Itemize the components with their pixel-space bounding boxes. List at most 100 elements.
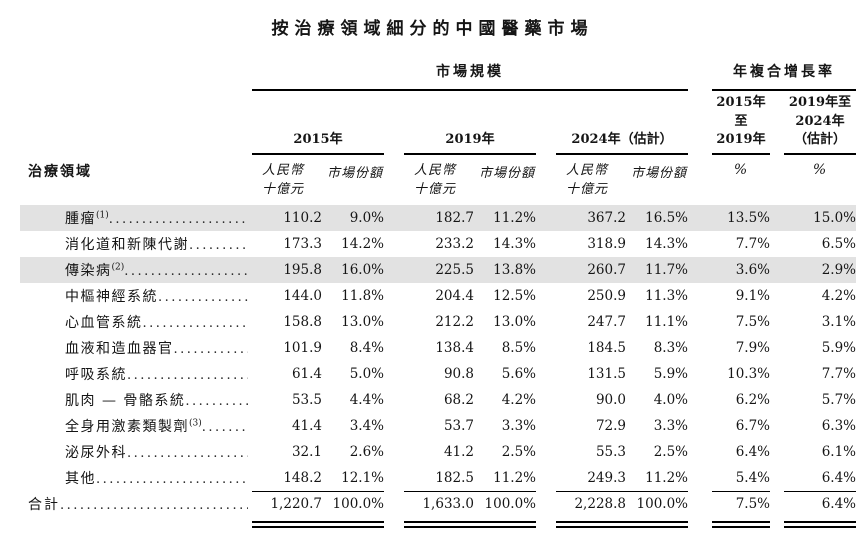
value-cell: 2.5% [653,444,688,460]
double-rule-cell [784,517,856,529]
spacer [384,335,404,361]
spacer [770,90,784,154]
unit-header-pct-cagr1: % [733,162,749,178]
double-rule [784,521,856,528]
value-cell: 7.5% [735,496,770,513]
spacer [770,283,784,309]
period-2015-header: 2015年 [252,90,384,155]
value-cell: 131.5 [587,366,626,382]
therapy-area-label: 傳染病(2) [65,262,125,279]
value-cell: 9.0% [349,210,384,226]
dot-leader [60,494,248,513]
value-cell: 6.5% [821,236,856,252]
spacer [384,413,404,439]
therapy-area-label: 呼吸系統 [65,367,127,383]
value-cell: 5.9% [821,340,856,356]
value-cell: 195.8 [283,262,322,278]
row-label: 心血管系統 [20,312,252,332]
rmb-unit-line1: 人民幣 [262,163,305,178]
dot-leader [127,364,248,383]
period-header-row: 2015年 2019年 2024年（估計） 2015年至 2019年 2019年… [20,90,856,155]
table-row: 心血管系統 158.8 13.0% 212.2 13.0% 247.7 11.1% 7.5% 3… [20,309,856,335]
value-cell: 182.5 [404,465,474,492]
cagr-period-2-header: 2019年至 2024年 （估計） [784,90,856,155]
value-cell: 61.4 [291,366,322,382]
therapy-area-label: 合計 [28,497,60,513]
spacer [536,387,556,413]
value-cell: 41.4 [291,418,322,434]
value-cell: 101.9 [283,340,322,356]
value-cell: 100.0% [636,496,688,513]
value-cell: 1,220.7 [270,496,322,513]
spacer [770,231,784,257]
value-cell: 6.4% [821,496,856,513]
value-cell: 318.9 [587,236,626,252]
value-cell: 100.0% [332,496,384,513]
unit-header-rmb-2024: 人民幣 十億元 [556,154,626,205]
spacer [384,517,404,529]
row-label-cell: 泌尿外科 [20,439,252,465]
cagr-period-1-line2: 2019年 [716,131,766,147]
value-cell: 5.6% [501,366,536,382]
value-cell: 6.2% [735,392,770,408]
value-cell: 148.2 [252,465,322,492]
value-cell: 184.5 [587,340,626,356]
row-label-cell: 全身用激素類製劑(3) [20,413,252,439]
spacer [536,517,556,529]
spacer [770,257,784,283]
double-rule-cell [404,517,474,529]
spacer [688,439,712,465]
empty-cell [20,517,252,529]
market-table: 市場規模 年複合增長率 2015年 2019年 2024年（估計） 2015年至… [20,49,856,529]
spacer [688,491,712,517]
value-cell: 7.7% [735,236,770,252]
therapy-area-label: 腫瘤(1) [65,210,109,227]
market-size-group-header: 市場規模 [252,49,688,91]
dot-leader [109,208,248,227]
therapy-area-column-header: 治療領域 [28,164,92,180]
value-cell: 68.2 [443,392,474,408]
therapy-area-label: 消化道和新陳代謝 [65,237,189,253]
row-label: 合計 [20,494,252,514]
spacer [688,309,712,335]
row-label-cell: 腫瘤(1) [20,205,252,231]
footnote-marker: (3) [189,418,202,429]
spacer [384,90,404,154]
value-cell: 32.1 [291,444,322,460]
value-cell: 4.2% [821,288,856,304]
dot-leader [143,312,249,331]
spacer [536,491,556,517]
value-cell: 14.2% [341,236,384,252]
value-cell: 3.3% [501,418,536,434]
value-cell: 5.7% [821,392,856,408]
spacer [384,154,404,205]
value-cell: 8.3% [653,340,688,356]
spacer [536,439,556,465]
value-cell: 11.2% [626,465,688,492]
spacer [688,49,712,90]
value-cell: 14.3% [493,236,536,252]
value-cell: 8.5% [501,340,536,356]
spacer [536,205,556,231]
table-row: 其他148.212.1%182.511.2%249.311.2%5.4%6.4% [20,465,856,492]
value-cell: 2.6% [349,444,384,460]
value-cell: 247.7 [587,314,626,330]
cagr-period-2-line1: 2019年至 [788,95,852,111]
table-row: 呼吸系統 61.4 5.0% 90.8 5.6% 131.5 5.9% 10.3% 7.7% [20,361,856,387]
value-cell: 249.3 [556,465,626,492]
value-cell: 173.3 [283,236,322,252]
row-label: 中樞神經系統 [20,286,252,306]
spacer [384,257,404,283]
value-cell: 2,228.8 [574,496,626,513]
spacer [688,517,712,529]
double-rule-cell [712,517,770,529]
unit-header-row: 治療領域 人民幣 十億元 市場份額 人民幣 十億元 市場份額 人民幣 十億元 市… [20,154,856,205]
row-label: 肌肉 — 骨骼系統 [20,390,252,410]
row-label-cell: 消化道和新陳代謝 [20,231,252,257]
spacer [384,361,404,387]
spacer [688,387,712,413]
row-label-cell: 肌肉 — 骨骼系統 [20,387,252,413]
double-rule [556,521,626,528]
value-cell: 14.3% [645,236,688,252]
double-rule-cell [252,517,322,529]
